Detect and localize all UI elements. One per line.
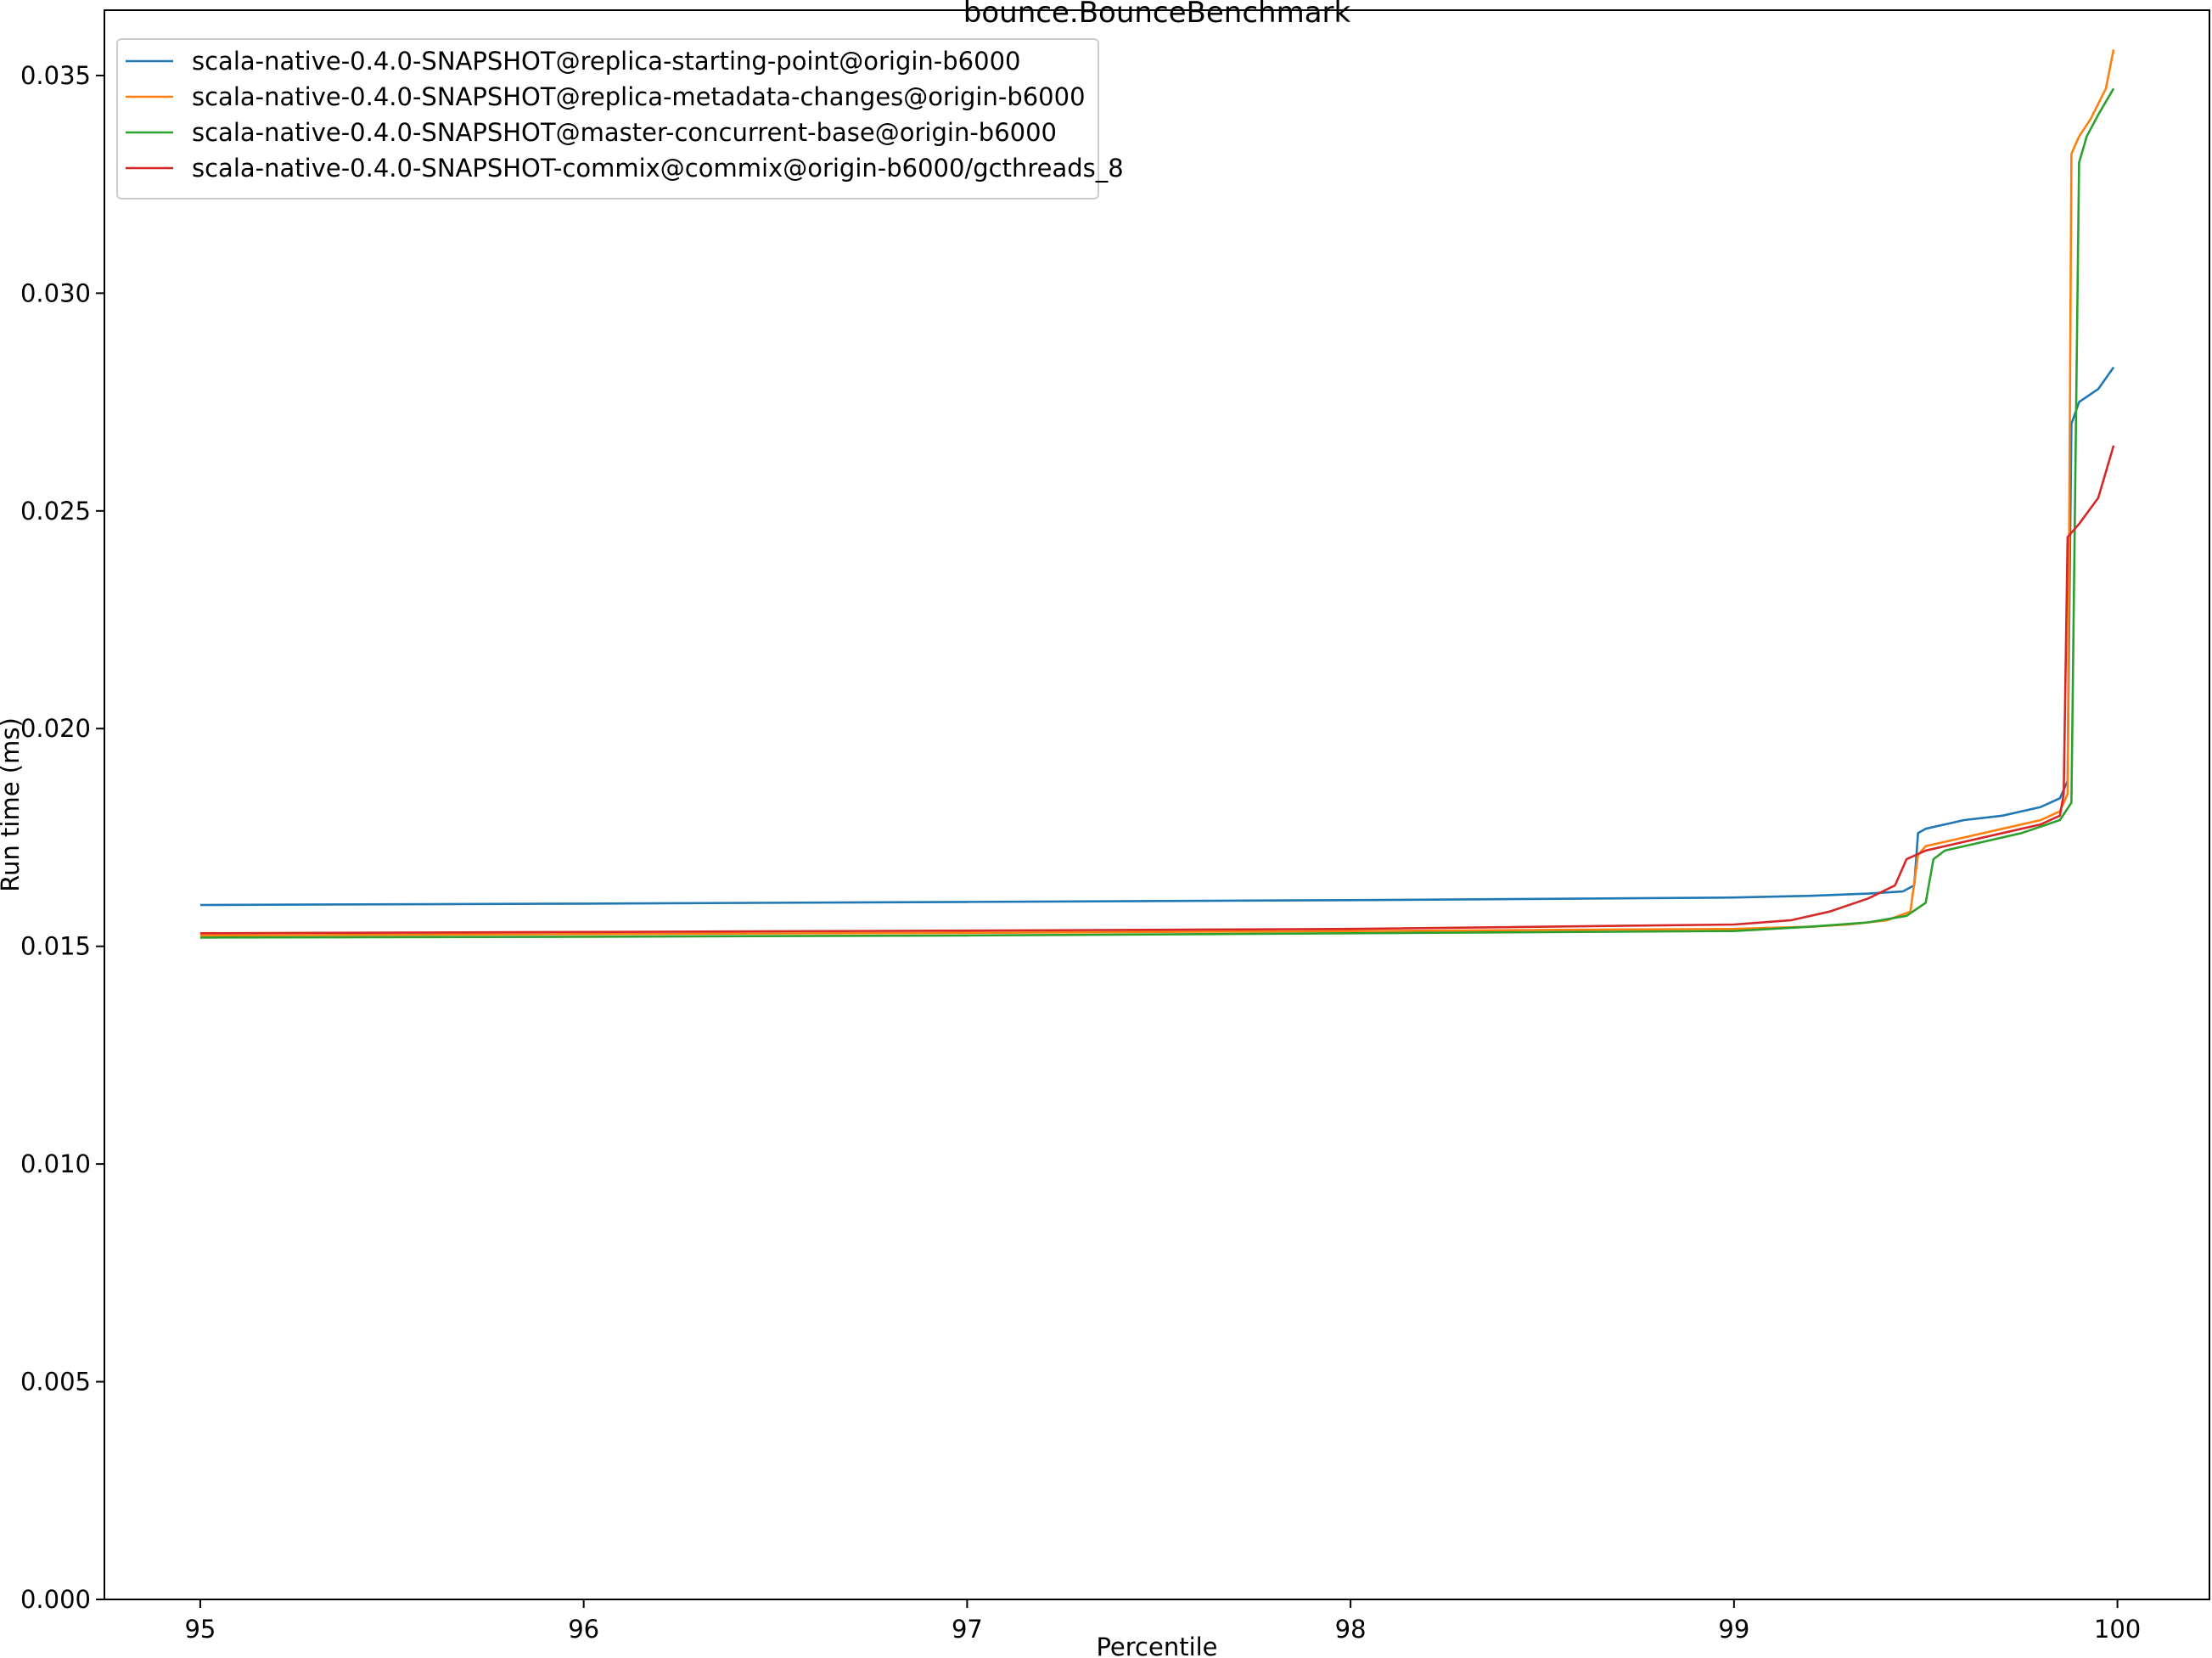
y-axis-label: Run time (ms)	[0, 717, 25, 892]
x-tick-label: 100	[2094, 1615, 2141, 1644]
series-layer	[199, 48, 2115, 939]
series-line-3	[199, 87, 2115, 939]
y-tick-label: 0.025	[20, 497, 91, 526]
legend: scala-native-0.4.0-SNAPSHOT@replica-star…	[116, 38, 1124, 200]
x-tick-label: 98	[1335, 1615, 1367, 1644]
x-tick-label: 95	[184, 1615, 216, 1644]
legend-label: scala-native-0.4.0-SNAPSHOT@replica-meta…	[192, 82, 1086, 111]
x-axis-ticks: 95 96 97 98 99 100	[184, 1599, 2141, 1644]
y-tick-label: 0.010	[20, 1149, 91, 1178]
series-line-1	[199, 366, 2115, 907]
x-tick-label: 97	[952, 1615, 983, 1644]
legend-box	[116, 38, 1099, 200]
axes-frame	[104, 9, 2210, 1600]
legend-label: scala-native-0.4.0-SNAPSHOT-commix@commi…	[192, 154, 1124, 183]
y-axis-ticks: 0.000 0.005 0.010 0.015 0.020 0.025 0.030 0.035	[20, 61, 104, 1614]
legend-label: scala-native-0.4.0-SNAPSHOT@replica-star…	[192, 47, 1020, 76]
y-tick-label: 0.015	[20, 932, 91, 961]
y-tick-label: 0.000	[20, 1585, 91, 1614]
y-tick-label: 0.035	[20, 61, 91, 90]
x-axis-label: Percentile	[1096, 1633, 1217, 1658]
chart-title: bounce.BounceBenchmark	[963, 0, 1351, 30]
y-tick-label: 0.005	[20, 1368, 91, 1397]
y-tick-label: 0.020	[20, 714, 91, 743]
legend-label: scala-native-0.4.0-SNAPSHOT@master-concu…	[192, 118, 1057, 147]
series-line-2	[199, 48, 2115, 937]
x-tick-label: 99	[1718, 1615, 1749, 1644]
series-line-4	[199, 445, 2115, 935]
y-tick-label: 0.030	[20, 278, 91, 307]
x-tick-label: 96	[568, 1615, 599, 1644]
